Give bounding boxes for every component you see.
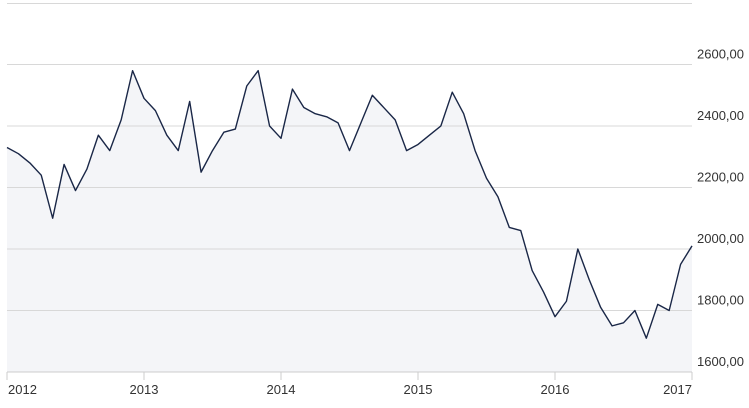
x-tick-label: 2013 [130,382,159,397]
y-tick-label: 2000,00 [697,231,744,246]
x-tick-label: 2017 [663,382,692,397]
x-tick-label: 2016 [541,382,570,397]
x-tick-label: 2015 [404,382,433,397]
area [7,70,692,373]
y-tick-label: 1800,00 [697,293,744,308]
y-tick-label: 1600,00 [697,354,744,369]
x-tick-label: 2014 [267,382,296,397]
line [6,69,693,339]
x-tick-label: 2012 [8,382,37,397]
y-tick-label: 2200,00 [697,170,744,185]
y-tick-label: 2600,00 [697,47,744,62]
y-tick-label: 2400,00 [697,108,744,123]
